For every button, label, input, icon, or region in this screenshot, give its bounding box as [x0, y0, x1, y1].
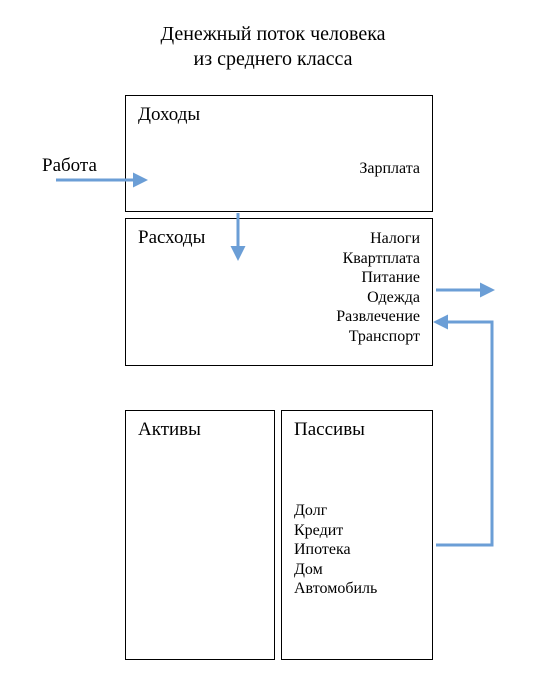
liability-item: Автомобиль — [282, 579, 432, 599]
income-item: Зарплата — [126, 159, 432, 179]
expenses-header: Расходы — [126, 219, 217, 257]
expense-item: Питание — [252, 268, 432, 288]
expense-item: Транспорт — [252, 327, 432, 347]
liability-item: Ипотека — [282, 540, 432, 560]
diagram-title: Денежный поток человека из среднего клас… — [0, 22, 546, 72]
expense-item: Налоги — [252, 229, 432, 249]
liability-item: Кредит — [282, 521, 432, 541]
title-line-1: Денежный поток человека — [160, 23, 385, 45]
work-label: Работа — [42, 155, 97, 177]
expense-item: Квартплата — [252, 249, 432, 269]
expense-item: Одежда — [252, 288, 432, 308]
liabilities-header: Пассивы — [282, 411, 432, 449]
expenses-box: Расходы Налоги Квартплата Питание Одежда… — [125, 218, 433, 366]
liability-item: Дом — [282, 560, 432, 580]
title-line-2: из среднего класса — [193, 48, 352, 70]
liabilities-box: Пассивы Долг Кредит Ипотека Дом Автомоби… — [281, 410, 433, 660]
income-header: Доходы — [126, 96, 432, 134]
arrow-liabilities-to-expenses — [436, 322, 492, 545]
income-box: Доходы Зарплата — [125, 95, 433, 212]
liability-item: Долг — [282, 501, 432, 521]
expense-item: Развлечение — [252, 307, 432, 327]
assets-header: Активы — [126, 411, 274, 449]
assets-box: Активы — [125, 410, 275, 660]
